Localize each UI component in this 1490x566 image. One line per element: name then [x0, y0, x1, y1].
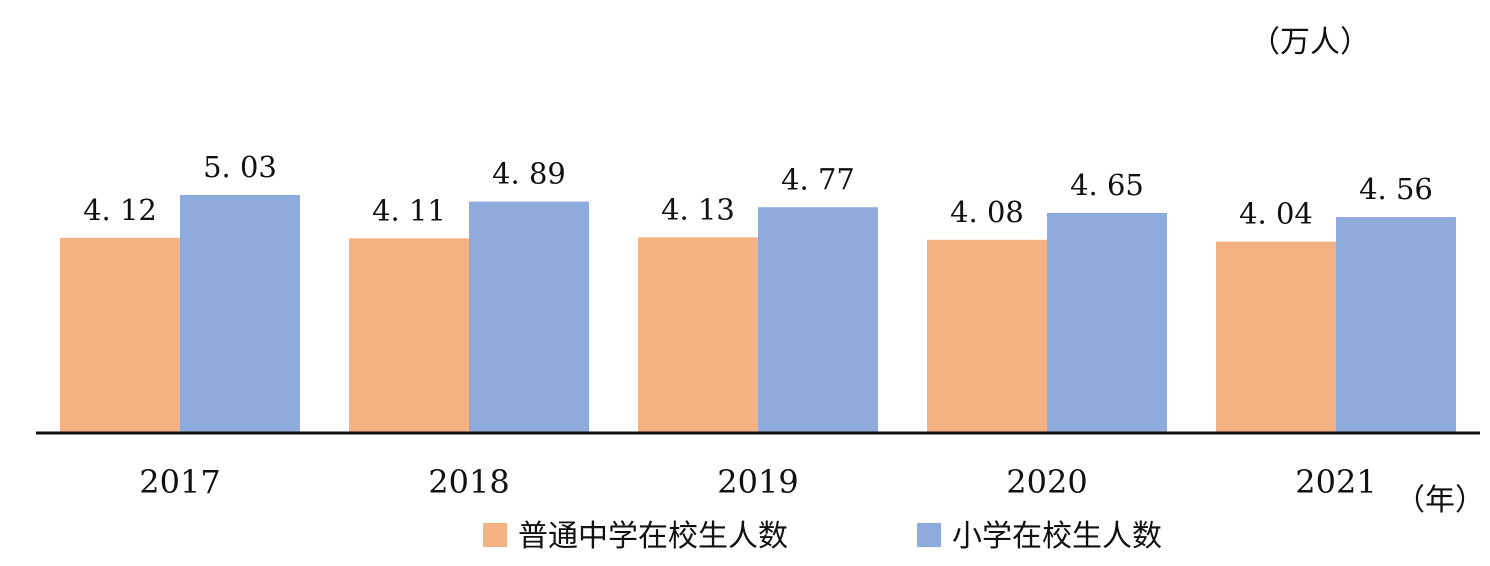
value-labels-layer: 4. 12 5. 03 4. 11 4. 89 4. 13 4. 77 4. 08 4. 65…: [83, 150, 1433, 231]
bar-2018-series-0: [349, 238, 469, 432]
legend: 普通中学在校生人数 小学在校生人数: [483, 519, 1162, 554]
x-tick-label-2018: 2018: [428, 463, 509, 501]
value-label-2020-series-1: 4. 65: [1070, 168, 1144, 202]
bar-2017-series-0: [60, 237, 180, 432]
legend-label-series-1: 小学在校生人数: [952, 519, 1162, 554]
bar-2019-series-1: [758, 207, 878, 432]
bars-layer: [60, 195, 1456, 432]
bar-2021-series-0: [1216, 241, 1336, 432]
legend-swatch-series-1: [917, 523, 941, 547]
value-label-2019-series-0: 4. 13: [661, 192, 735, 226]
value-label-2021-series-0: 4. 04: [1239, 197, 1313, 231]
x-tick-label-2019: 2019: [717, 463, 798, 501]
bar-2018-series-1: [469, 201, 589, 432]
x-tick-label-2017: 2017: [139, 463, 220, 501]
value-label-2021-series-1: 4. 56: [1359, 172, 1433, 206]
y-unit-label: （万人）: [1250, 25, 1370, 60]
value-label-2018-series-1: 4. 89: [492, 157, 566, 191]
bar-2017-series-1: [180, 195, 300, 432]
value-label-2017-series-1: 5. 03: [203, 150, 277, 184]
legend-label-series-0: 普通中学在校生人数: [518, 519, 788, 554]
value-label-2019-series-1: 4. 77: [781, 162, 855, 196]
bar-2020-series-0: [927, 239, 1047, 432]
value-label-2018-series-0: 4. 11: [372, 193, 446, 227]
x-tick-label-2021: 2021: [1295, 463, 1376, 501]
value-label-2017-series-0: 4. 12: [83, 193, 157, 227]
bar-2020-series-1: [1047, 212, 1167, 432]
value-label-2020-series-0: 4. 08: [950, 195, 1024, 229]
legend-swatch-series-0: [483, 523, 507, 547]
bar-2019-series-0: [638, 237, 758, 432]
x-tick-labels-layer: 2017 2018 2019 2020 2021: [139, 463, 1376, 501]
x-tick-label-2020: 2020: [1006, 463, 1087, 501]
x-unit-label: （年）: [1395, 483, 1485, 518]
bar-2021-series-1: [1336, 217, 1456, 432]
